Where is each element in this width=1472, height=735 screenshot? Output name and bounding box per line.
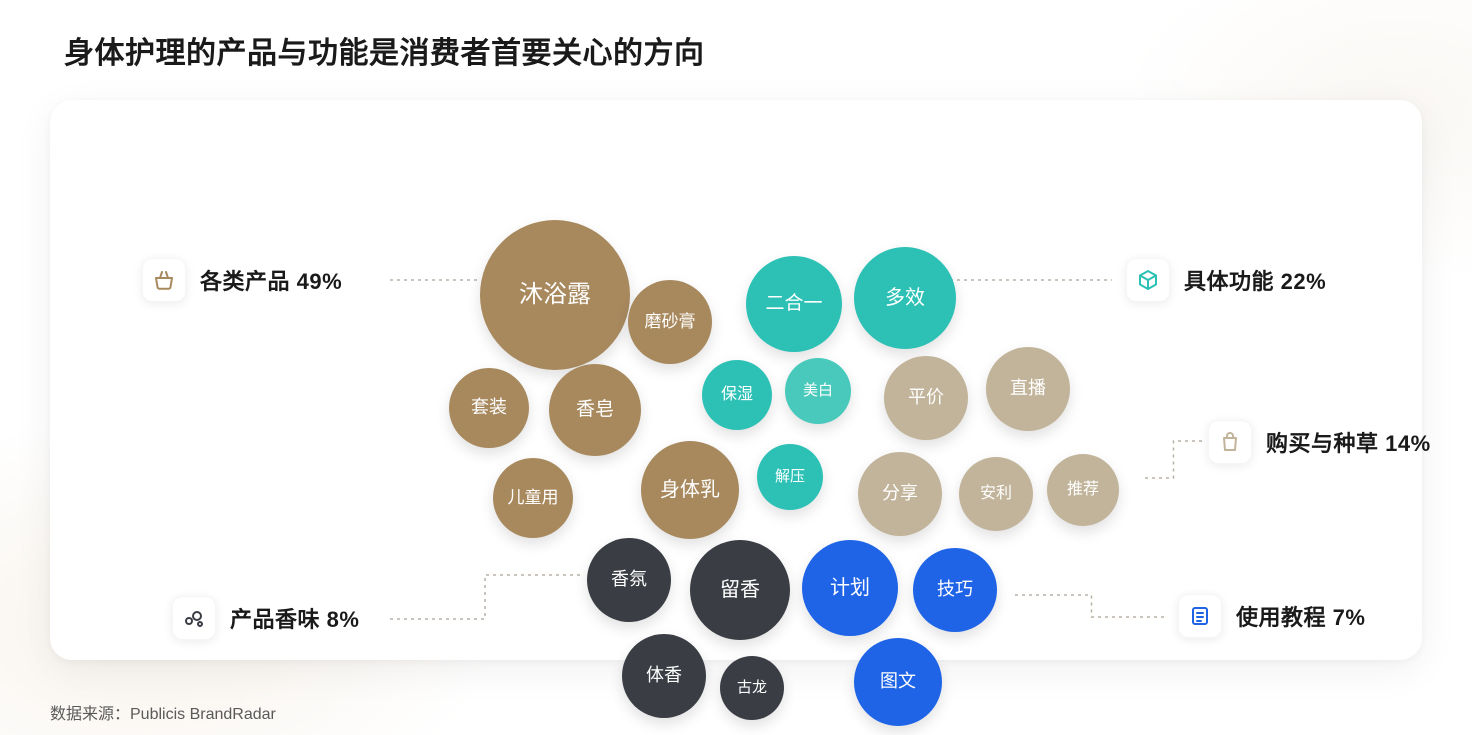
- category-label: 使用教程 7%: [1236, 600, 1365, 632]
- bubble-label: 安利: [980, 484, 1012, 503]
- bubble-平价: 平价: [884, 356, 968, 440]
- bubble-技巧: 技巧: [913, 548, 997, 632]
- bubble-美白: 美白: [785, 358, 851, 424]
- bubble-磨砂膏: 磨砂膏: [628, 280, 712, 364]
- page-title: 身体护理的产品与功能是消费者首要关心的方向: [64, 28, 705, 72]
- data-source: 数据来源：Publicis BrandRadar: [50, 700, 276, 724]
- bubble-儿童用: 儿童用: [493, 458, 573, 538]
- bubble-label: 留香: [720, 578, 760, 602]
- bubble-label: 多效: [885, 286, 925, 310]
- bubble-label: 香氛: [611, 569, 647, 591]
- bubble-label: 香皂: [576, 399, 614, 422]
- bubble-香氛: 香氛: [587, 538, 671, 622]
- connector-tutorial: [1015, 595, 1168, 617]
- bubble-安利: 安利: [959, 457, 1033, 531]
- bubble-label: 计划: [830, 576, 870, 600]
- bubble-推荐: 推荐: [1047, 454, 1119, 526]
- bubble-label: 磨砂膏: [645, 312, 696, 332]
- bubble-label: 技巧: [937, 579, 973, 601]
- bubble-label: 保湿: [721, 385, 753, 404]
- bubble-香皂: 香皂: [549, 364, 641, 456]
- category-products: 各类产品 49%: [142, 258, 342, 302]
- bubble-label: 套装: [471, 397, 507, 419]
- connector-purchase: [1145, 441, 1202, 478]
- bubble-留香: 留香: [690, 540, 790, 640]
- category-label: 各类产品 49%: [200, 264, 342, 296]
- bubble-古龙: 古龙: [720, 656, 784, 720]
- bubble-保湿: 保湿: [702, 360, 772, 430]
- doc-icon: [1178, 594, 1222, 638]
- bubble-多效: 多效: [854, 247, 956, 349]
- category-function: 具体功能 22%: [1126, 258, 1326, 302]
- basket-icon: [142, 258, 186, 302]
- bubble-label: 图文: [880, 671, 916, 693]
- category-tutorial: 使用教程 7%: [1178, 594, 1365, 638]
- bubble-沐浴露: 沐浴露: [480, 220, 630, 370]
- bubble-身体乳: 身体乳: [641, 441, 739, 539]
- bubble-label: 解压: [775, 468, 805, 486]
- bubble-label: 身体乳: [660, 478, 720, 502]
- bubble-二合一: 二合一: [746, 256, 842, 352]
- bubble-label: 美白: [803, 382, 833, 400]
- chart-card: 沐浴露磨砂膏套装 香皂儿童用 身体乳 二合一 多效保湿 美白解压 平价 直播分享 安利 推荐香氛 留…: [50, 100, 1422, 660]
- bubble-label: 推荐: [1067, 480, 1099, 499]
- bubble-label: 体香: [646, 665, 682, 687]
- bubble-套装: 套装: [449, 368, 529, 448]
- bubble-体香: 体香: [622, 634, 706, 718]
- category-fragrance: 产品香味 8%: [172, 596, 359, 640]
- category-label: 产品香味 8%: [230, 602, 359, 634]
- bag-icon: [1208, 420, 1252, 464]
- bubble-label: 分享: [882, 483, 918, 505]
- bubble-label: 沐浴露: [519, 281, 591, 310]
- bubble-计划: 计划: [802, 540, 898, 636]
- category-purchase: 购买与种草 14%: [1208, 420, 1431, 464]
- bubble-分享: 分享: [858, 452, 942, 536]
- bubble-图文: 图文: [854, 638, 942, 726]
- bubble-label: 二合一: [765, 293, 822, 316]
- bubble-label: 古龙: [737, 679, 767, 697]
- category-label: 具体功能 22%: [1184, 264, 1326, 296]
- bubble-label: 直播: [1010, 378, 1046, 400]
- category-label: 购买与种草 14%: [1266, 426, 1431, 458]
- bubble-label: 儿童用: [508, 488, 559, 508]
- bubble-直播: 直播: [986, 347, 1070, 431]
- cube-icon: [1126, 258, 1170, 302]
- connector-fragrance: [390, 575, 580, 619]
- bubbles-icon: [172, 596, 216, 640]
- bubble-label: 平价: [908, 387, 944, 409]
- bubble-解压: 解压: [757, 444, 823, 510]
